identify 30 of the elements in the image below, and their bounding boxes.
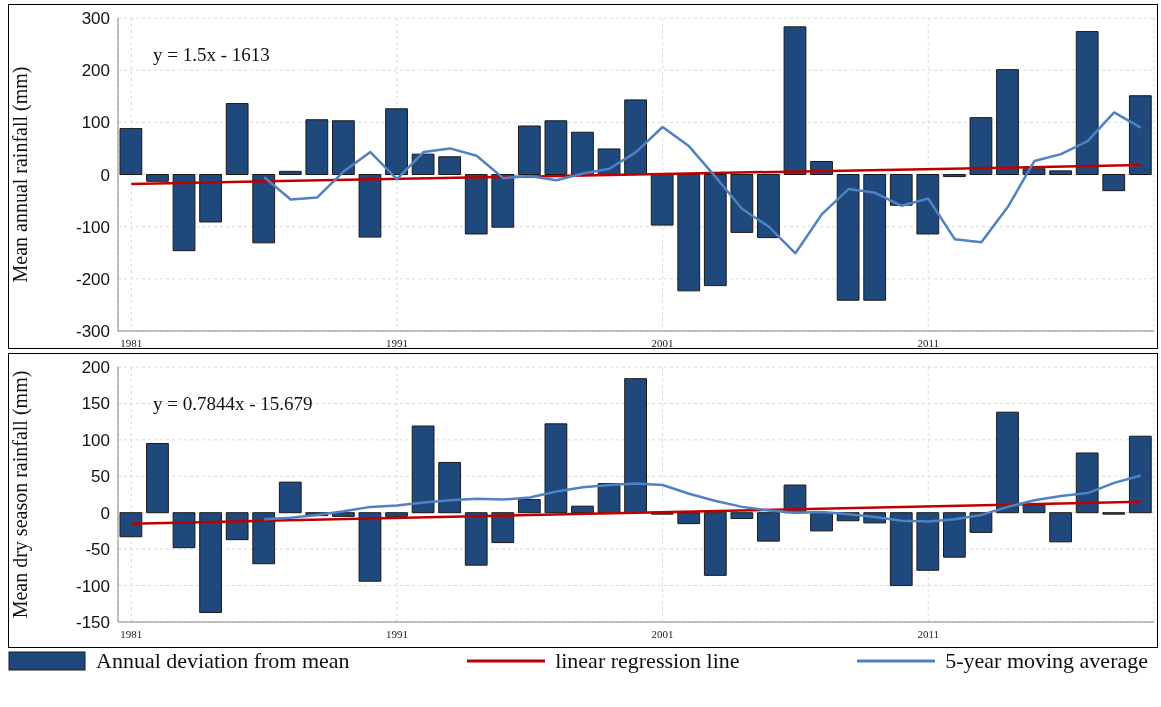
y-tick-label: 0: [100, 165, 110, 185]
x-tick-label: 1981: [120, 336, 143, 349]
y-tick-label: 0: [100, 503, 110, 523]
y-tick-label: 300: [81, 9, 110, 29]
y-tick-label: -300: [75, 322, 110, 342]
annotation: y = 0.7844x - 15.679: [153, 393, 313, 415]
y-tick-label: -150: [75, 613, 110, 633]
y-tick-label: 50: [91, 467, 110, 487]
x-tick-label: 1981: [120, 627, 143, 640]
legend-label: linear regression line: [555, 648, 740, 674]
y-tick-label: 200: [81, 358, 110, 378]
y-tick-label: 150: [81, 394, 110, 414]
annotation: y = 1.5x - 1613: [153, 44, 270, 66]
y-tick-label: -50: [85, 540, 110, 560]
x-tick-label: 2001: [651, 336, 674, 349]
y-tick-label: -200: [75, 269, 110, 289]
x-tick-label: 1991: [385, 336, 408, 349]
x-tick-label: 2011: [917, 336, 939, 349]
y-tick-label: 200: [81, 61, 110, 81]
legend-label: 5-year moving average: [945, 648, 1148, 674]
x-tick-label: 2001: [651, 627, 674, 640]
y-tick-label: -100: [75, 217, 110, 237]
x-tick-label: 2011: [917, 627, 939, 640]
y-axis-title: Mean dry season rainfall (mm): [9, 370, 33, 619]
legend-label: Annual deviation from mean: [96, 648, 350, 674]
y-axis-title: Mean annual rainfall (mm): [9, 66, 33, 283]
x-tick-label: 1991: [385, 627, 408, 640]
y-tick-label: -100: [75, 576, 110, 596]
y-tick-label: 100: [81, 113, 110, 133]
y-tick-label: 100: [81, 430, 110, 450]
